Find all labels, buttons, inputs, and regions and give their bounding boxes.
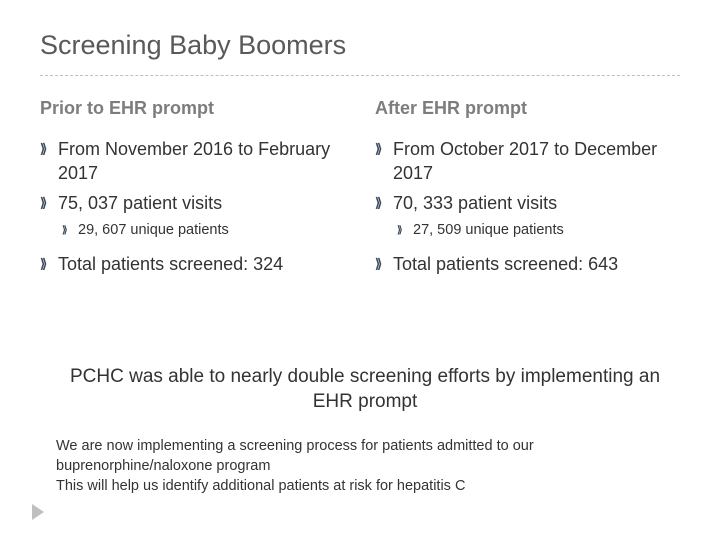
left-column-header: Prior to EHR prompt (40, 98, 345, 119)
followup-line: We are now implementing a screening proc… (56, 436, 670, 476)
right-column-header: After EHR prompt (375, 98, 680, 119)
bullet-icon: ⟫ (62, 221, 78, 240)
sub-list-item-text: 29, 607 unique patients (78, 221, 229, 240)
list-item-text: From November 2016 to February 2017 (58, 137, 345, 185)
bullet-icon: ⟫ (397, 221, 413, 240)
bullet-icon: ⟫ (375, 137, 393, 161)
bullet-icon: ⟫ (40, 137, 58, 161)
list-item: ⟫ Total patients screened: 324 (40, 252, 345, 276)
list-item-text: 70, 333 patient visits (393, 191, 557, 215)
play-icon (32, 504, 44, 520)
left-column: Prior to EHR prompt ⟫ From November 2016… (40, 98, 345, 282)
list-item: ⟫ 70, 333 patient visits (375, 191, 680, 215)
sub-list-item: ⟫ 27, 509 unique patients (397, 221, 680, 240)
slide-title: Screening Baby Boomers (40, 30, 680, 61)
followup-block: We are now implementing a screening proc… (56, 436, 670, 496)
list-item-text: 75, 037 patient visits (58, 191, 222, 215)
bullet-icon: ⟫ (375, 252, 393, 276)
followup-line: This will help us identify additional pa… (56, 476, 670, 496)
list-item: ⟫ 75, 037 patient visits (40, 191, 345, 215)
bullet-icon: ⟫ (40, 191, 58, 215)
list-item: ⟫ From November 2016 to February 2017 (40, 137, 345, 185)
right-column: After EHR prompt ⟫ From October 2017 to … (375, 98, 680, 282)
list-item-text: From October 2017 to December 2017 (393, 137, 680, 185)
content-columns: Prior to EHR prompt ⟫ From November 2016… (40, 98, 680, 282)
list-item-text: Total patients screened: 643 (393, 252, 618, 276)
title-divider (40, 75, 680, 76)
bullet-icon: ⟫ (375, 191, 393, 215)
list-item-text: Total patients screened: 324 (58, 252, 283, 276)
bullet-icon: ⟫ (40, 252, 58, 276)
sub-list-item: ⟫ 29, 607 unique patients (62, 221, 345, 240)
callout-text: PCHC was able to nearly double screening… (50, 364, 680, 414)
list-item: ⟫ Total patients screened: 643 (375, 252, 680, 276)
sub-list-item-text: 27, 509 unique patients (413, 221, 564, 240)
list-item: ⟫ From October 2017 to December 2017 (375, 137, 680, 185)
